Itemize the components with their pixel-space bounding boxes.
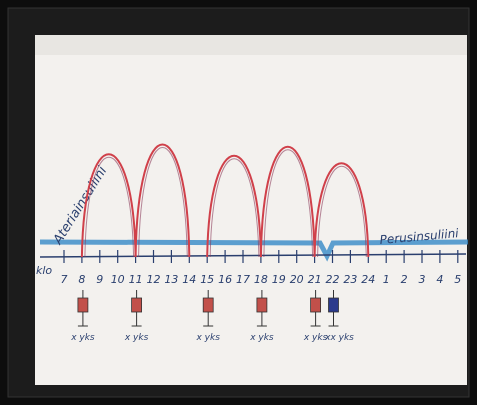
clock-label: klo	[36, 264, 52, 277]
hour-label: 9	[96, 273, 103, 286]
hour-label: 22	[326, 273, 340, 286]
hour-label: 17	[236, 273, 250, 286]
syringe-body	[311, 298, 321, 312]
syringe-body	[329, 298, 339, 312]
dose-label: x yks	[70, 333, 95, 343]
dose-label: x yks	[249, 333, 274, 343]
hour-label: 3	[419, 273, 426, 286]
hour-label: 5	[454, 273, 461, 286]
hour-label: 18	[254, 273, 268, 286]
hour-label: 7	[61, 273, 68, 286]
hour-label: 4	[436, 273, 443, 286]
syringe-body	[257, 298, 267, 312]
dose-label: xx yks	[324, 333, 354, 343]
hour-label: 21	[308, 273, 322, 286]
hour-label: 13	[164, 273, 178, 286]
hour-label: 12	[147, 273, 161, 286]
dose-label: x yks	[124, 333, 149, 343]
dose-label: x yks	[303, 333, 328, 343]
hour-label: 16	[218, 273, 232, 286]
page: Ateriainsuliini Perusinsuliini klo 78910…	[0, 0, 477, 405]
hour-label: 15	[200, 273, 214, 286]
photo: Ateriainsuliini Perusinsuliini klo 78910…	[0, 0, 477, 405]
syringe-body	[203, 298, 213, 312]
hour-label: 1	[383, 273, 390, 286]
hour-label: 10	[111, 273, 125, 286]
hour-label: 20	[290, 273, 304, 286]
hour-label: 24	[361, 273, 375, 286]
hour-label: 23	[343, 273, 357, 286]
hour-label: 14	[182, 273, 196, 286]
hour-label: 19	[272, 273, 286, 286]
paper-shadow	[35, 35, 467, 55]
hour-label: 2	[401, 273, 408, 286]
syringe-body	[78, 298, 88, 312]
hour-label: 8	[78, 273, 85, 286]
dose-label: x yks	[195, 333, 220, 343]
syringe-body	[132, 298, 142, 312]
hour-label: 11	[129, 273, 143, 286]
